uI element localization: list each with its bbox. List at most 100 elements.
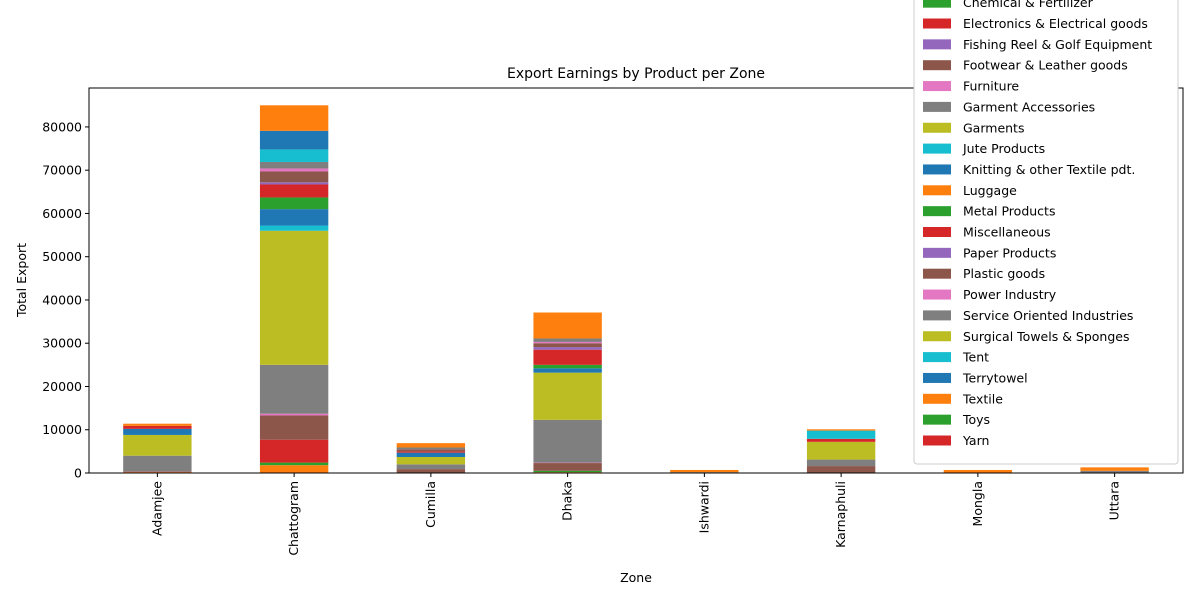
- legend-label: Knitting & other Textile pdt.: [963, 162, 1135, 177]
- legend-swatch: [923, 19, 951, 29]
- legend-label: Jute Products: [962, 141, 1045, 156]
- bar-segment: [397, 453, 465, 457]
- y-tick-label: 80000: [42, 119, 82, 134]
- x-tick-label: Mongla: [970, 481, 985, 526]
- bar-segment: [397, 451, 465, 452]
- x-tick-label: Adamjee: [149, 481, 164, 536]
- legend-swatch: [923, 39, 951, 49]
- bar-segment: [260, 414, 328, 416]
- bar-segment: [533, 342, 601, 343]
- legend-swatch: [923, 227, 951, 237]
- bar-segment: [260, 105, 328, 131]
- legend-label: Paper Products: [963, 245, 1056, 260]
- bar-segment: [397, 457, 465, 464]
- bar-segment: [807, 460, 875, 466]
- legend-label: Yarn: [962, 433, 989, 448]
- y-tick-label: 70000: [42, 163, 82, 178]
- bar-segment: [533, 373, 601, 420]
- bar-segment: [397, 447, 465, 449]
- bar-segment: [807, 466, 875, 473]
- legend-label: Footwear & Leather goods: [963, 58, 1128, 73]
- legend-label: Metal Products: [963, 204, 1055, 219]
- legend-swatch: [923, 415, 951, 425]
- x-tick-label: Uttara: [1107, 481, 1122, 520]
- x-tick-label: Chattogram: [286, 481, 301, 556]
- legend-label: Chemical & Fertilizer: [963, 0, 1094, 10]
- legend: Chemical & Fertilizer Electronics & Elect…: [914, 0, 1178, 464]
- bar-segment: [123, 456, 191, 472]
- bar-segment: [807, 439, 875, 442]
- bar-segment: [260, 182, 328, 184]
- bar-segment: [260, 209, 328, 225]
- bar-segment: [260, 197, 328, 209]
- bar-segment: [533, 347, 601, 350]
- bar-segment: [807, 442, 875, 460]
- bar-segment: [260, 171, 328, 182]
- legend-label: Power Industry: [963, 287, 1057, 302]
- bar-segment: [533, 350, 601, 365]
- y-tick-label: 10000: [42, 422, 82, 437]
- legend-label: Surgical Towels & Sponges: [963, 329, 1130, 344]
- legend-label: Tent: [962, 350, 989, 365]
- bar-segment: [260, 365, 328, 414]
- bar-segment: [260, 131, 328, 150]
- legend-swatch: [923, 185, 951, 195]
- legend-swatch: [923, 248, 951, 258]
- y-tick-label: 30000: [42, 336, 82, 351]
- legend-swatch: [923, 373, 951, 383]
- bar-segment: [533, 420, 601, 463]
- bar-segment: [533, 471, 601, 472]
- bar-segment: [260, 184, 328, 197]
- bar-segment: [533, 463, 601, 471]
- legend-label: Fishing Reel & Golf Equipment: [963, 37, 1152, 52]
- legend-swatch: [923, 0, 951, 8]
- legend-label: Garments: [963, 120, 1024, 135]
- bar-segment: [123, 424, 191, 426]
- legend-swatch: [923, 331, 951, 341]
- bar-segment: [807, 431, 875, 439]
- bar-segment: [397, 464, 465, 469]
- bar-segment: [533, 368, 601, 372]
- legend-swatch: [923, 269, 951, 279]
- x-axis-label: Zone: [620, 570, 652, 585]
- legend-swatch: [923, 206, 951, 216]
- bar-segment: [533, 338, 601, 341]
- legend-swatch: [923, 144, 951, 154]
- legend-swatch: [923, 310, 951, 320]
- bar-segment: [260, 465, 328, 473]
- legend-label: Plastic goods: [963, 266, 1045, 281]
- legend-label: Terrytowel: [962, 370, 1028, 385]
- bar-segment: [1080, 467, 1148, 470]
- legend-label: Electronics & Electrical goods: [963, 16, 1148, 31]
- bar-segment: [397, 443, 465, 447]
- bar-segment: [260, 168, 328, 171]
- y-tick-label: 40000: [42, 292, 82, 307]
- legend-label: Textile: [962, 391, 1003, 406]
- legend-swatch: [923, 394, 951, 404]
- legend-label: Garment Accessories: [963, 99, 1095, 114]
- legend-label: Toys: [962, 412, 990, 427]
- bar-segment: [397, 449, 465, 451]
- bar-segment: [533, 313, 601, 339]
- legend-swatch: [923, 352, 951, 362]
- chart-title: Export Earnings by Product per Zone: [507, 66, 765, 82]
- legend-swatch: [923, 164, 951, 174]
- bar-segment: [123, 435, 191, 456]
- bar-segment: [533, 343, 601, 347]
- legend-label: Luggage: [963, 183, 1017, 198]
- y-axis-label: Total Export: [14, 243, 29, 318]
- bar-segment: [397, 469, 465, 472]
- bar-segment: [260, 440, 328, 463]
- bar-segment: [670, 470, 738, 472]
- bar-segment: [123, 429, 191, 435]
- legend-swatch: [923, 102, 951, 112]
- bar-segment: [123, 426, 191, 429]
- bar-segment: [807, 429, 875, 430]
- legend-swatch: [923, 60, 951, 70]
- y-tick-label: 50000: [42, 249, 82, 264]
- legend-label: Miscellaneous: [963, 225, 1051, 240]
- y-tick-label: 20000: [42, 379, 82, 394]
- bar-segment: [260, 226, 328, 231]
